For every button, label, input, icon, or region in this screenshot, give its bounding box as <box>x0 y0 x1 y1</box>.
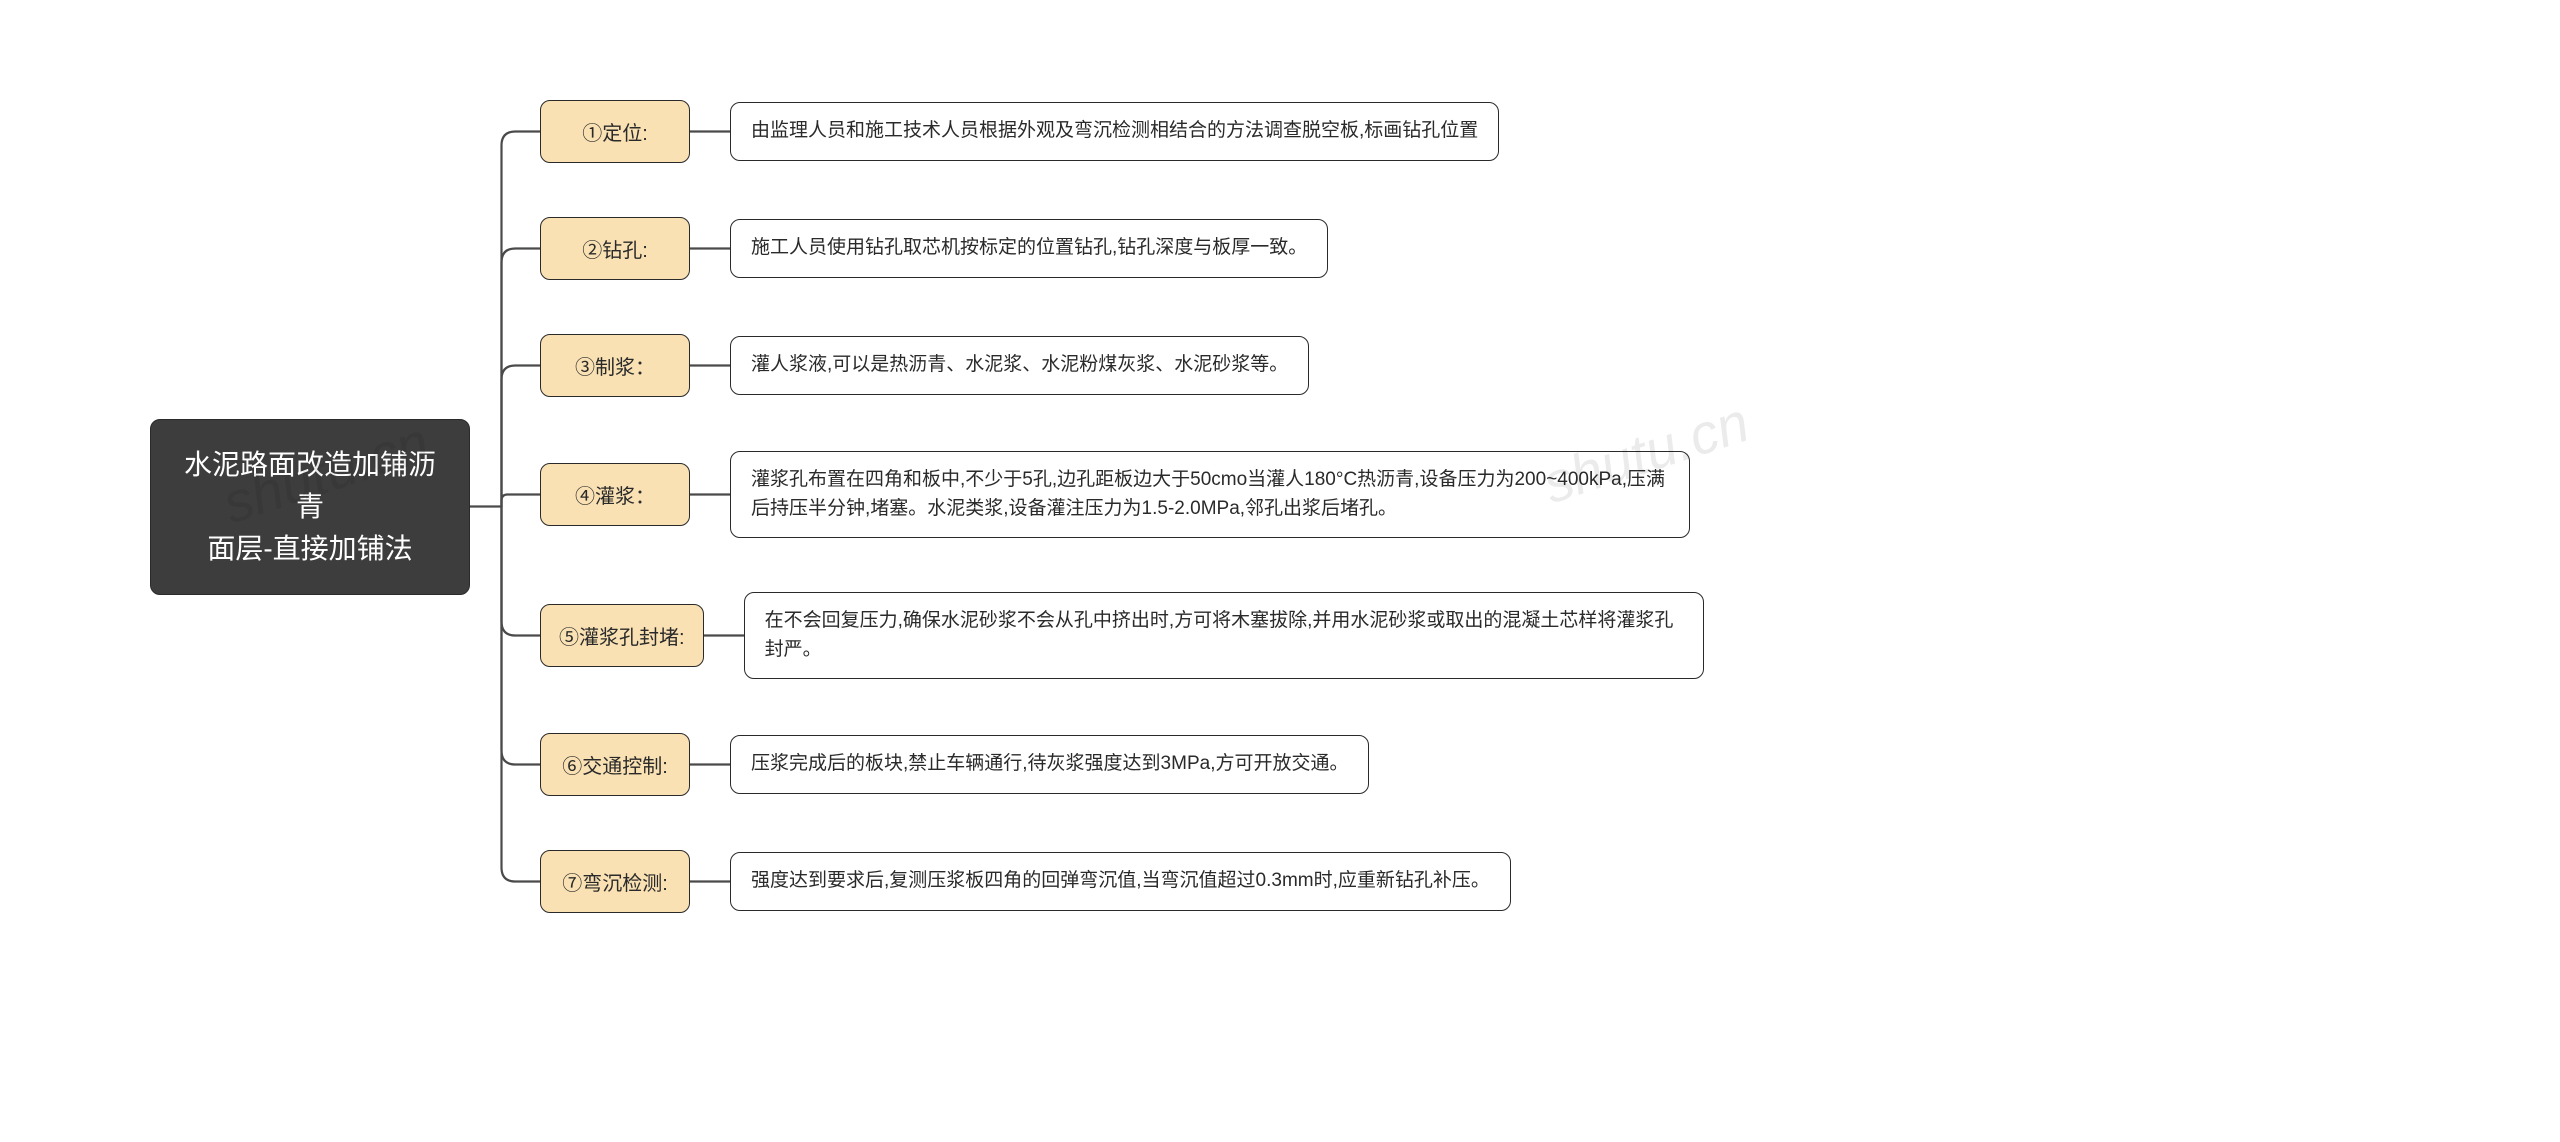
step-node-2: ②钻孔: <box>540 217 690 280</box>
desc-node-1: 由监理人员和施工技术人员根据外观及弯沉检测相结合的方法调查脱空板,标画钻孔位置 <box>730 102 1499 161</box>
root-title-line1: 水泥路面改造加铺沥青 <box>184 449 436 522</box>
step-node-7: ⑦弯沉检测: <box>540 850 690 913</box>
desc-node-5: 在不会回复压力,确保水泥砂浆不会从孔中挤出时,方可将木塞拔除,并用水泥砂浆或取出… <box>744 592 1704 679</box>
step-node-3: ③制浆： <box>540 334 690 397</box>
desc-node-4: 灌浆孔布置在四角和板中,不少于5孔,边孔距板边大于50cmo当灌人180°C热沥… <box>730 451 1690 538</box>
root-title-line2: 面层-直接加铺法 <box>207 533 412 564</box>
step-node-5: ⑤灌浆孔封堵: <box>540 604 704 667</box>
step-node-1: ①定位: <box>540 100 690 163</box>
desc-node-2: 施工人员使用钻孔取芯机按标定的位置钻孔,钻孔深度与板厚一致。 <box>730 219 1328 278</box>
step-node-6: ⑥交通控制: <box>540 733 690 796</box>
desc-node-3: 灌人浆液,可以是热沥青、水泥浆、水泥粉煤灰浆、水泥砂浆等。 <box>730 336 1309 395</box>
mindmap-root: 水泥路面改造加铺沥青 面层-直接加铺法 <box>150 419 470 595</box>
desc-node-7: 强度达到要求后,复测压浆板四角的回弹弯沉值,当弯沉值超过0.3mm时,应重新钻孔… <box>730 852 1511 911</box>
desc-node-6: 压浆完成后的板块,禁止车辆通行,待灰浆强度达到3MPa,方可开放交通。 <box>730 735 1369 794</box>
step-node-4: ④灌浆： <box>540 463 690 526</box>
